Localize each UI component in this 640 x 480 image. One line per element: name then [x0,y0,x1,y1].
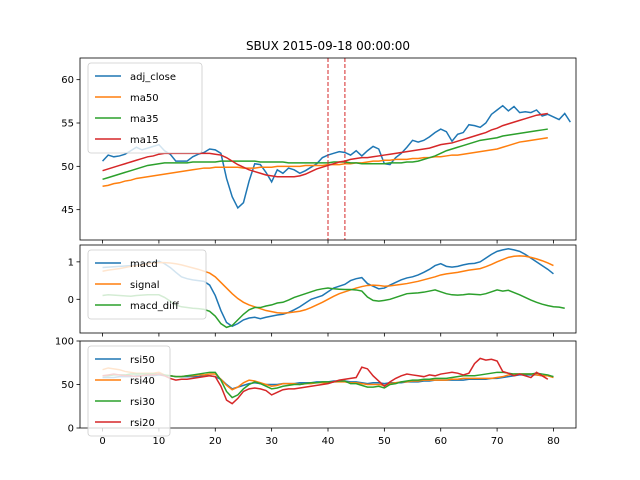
x-tick-label: 70 [491,436,504,447]
panel-1: 45 50 55 60 adj_close ma50 ma35 ma15 [61,57,577,244]
y-tick-label: 50 [61,380,74,391]
y-tick-label: 55 [61,119,74,130]
legend-label: macd_diff [130,301,180,312]
series-line-rsi20 [102,357,549,405]
legend-label: rsi40 [130,376,155,387]
x-tick-label: 50 [378,436,391,447]
legend-label: ma35 [130,114,159,125]
series-line-rsi30 [102,371,554,399]
legend-label: signal [130,280,160,291]
series-line-ma50 [102,136,548,188]
x-tick-label: 30 [265,436,278,447]
legend: macd signal macd_diff [87,249,207,320]
legend-box [87,62,203,154]
legend-label: adj_close [130,72,176,83]
legend-label: rsi50 [130,355,155,366]
legend-label: rsi20 [130,418,155,429]
legend-box [87,249,207,320]
legend-label: ma15 [130,135,159,146]
legend-label: rsi30 [130,397,155,408]
x-tick-label: 0 [99,436,105,447]
chart-panels: 45 50 55 60 adj_close ma50 ma35 ma15 0 1 macd signa… [55,57,577,447]
legend-label: ma50 [130,93,159,104]
y-tick-label: 1 [68,257,74,268]
series-line-ma35 [102,128,548,181]
panel-2: 0 1 macd signal macd_diff [68,244,577,337]
y-tick-label: 0 [68,424,74,435]
x-tick-label: 10 [153,436,166,447]
legend: adj_close ma50 ma35 ma15 [87,62,203,154]
series-line-adj-close [102,104,571,210]
legend: rsi50 rsi40 rsi30 rsi20 [87,345,171,437]
y-tick-label: 45 [61,205,74,216]
legend-box [87,345,171,437]
x-tick-label: 40 [322,436,335,447]
x-tick-label: 20 [209,436,222,447]
y-tick-label: 50 [61,162,74,173]
x-tick-label: 80 [547,436,560,447]
chart-title: SBUX 2015-09-18 00:00:00 [246,39,410,53]
y-tick-label: 100 [55,337,74,348]
x-tick-label: 60 [434,436,447,447]
y-tick-label: 0 [68,295,74,306]
y-tick-label: 60 [61,75,74,86]
legend-label: macd [130,259,158,270]
